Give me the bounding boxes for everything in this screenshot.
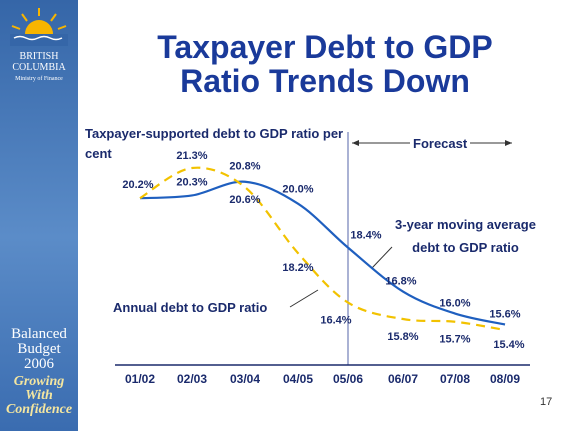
data-label: 20.6% — [229, 194, 260, 206]
x-tick-label: 06/07 — [388, 372, 418, 386]
forecast-label: Forecast — [410, 136, 471, 151]
data-label: 20.0% — [282, 184, 313, 196]
series-line — [139, 166, 506, 332]
data-label: 20.2% — [122, 179, 153, 191]
sidebar: BRITISH COLUMBIA Ministry of Finance Bala… — [0, 0, 78, 431]
data-label: 15.8% — [387, 331, 418, 343]
slogan-line: Growing — [13, 374, 65, 389]
slogan: Growing With Confidence — [0, 375, 78, 417]
data-label: 16.4% — [320, 314, 351, 326]
data-label: 16.8% — [385, 275, 416, 287]
data-label: 18.2% — [282, 262, 313, 274]
series-line — [139, 180, 506, 326]
x-tick-label: 04/05 — [283, 372, 313, 386]
page-number: 17 — [540, 396, 553, 408]
data-label: 16.0% — [439, 297, 470, 309]
budget: Balanced Budget 2006 — [0, 327, 78, 372]
y-axis-label: Taxpayer-supported debt to GDP ratio per… — [85, 126, 344, 161]
logo — [10, 8, 68, 48]
x-tick-label: 03/04 — [230, 372, 260, 386]
data-label: 15.7% — [439, 334, 470, 346]
data-label: 21.3% — [176, 150, 207, 162]
budget-line: Budget — [17, 341, 61, 357]
x-tick-label: 08/09 — [490, 372, 520, 386]
data-label: 15.6% — [489, 308, 520, 320]
x-tick-label: 05/06 — [333, 372, 363, 386]
series-label: Annual debt to GDP ratio — [113, 300, 268, 315]
data-label: 18.4% — [350, 230, 381, 242]
slogan-line: With — [25, 388, 53, 403]
chart-title: Taxpayer Debt to GDP Ratio Trends Down — [157, 29, 493, 99]
budget-line: Balanced — [11, 326, 67, 342]
province-line: COLUMBIA — [12, 62, 66, 73]
x-tick-label: 01/02 — [125, 372, 155, 386]
budget-year: 2006 — [24, 356, 54, 372]
slogan-line: Confidence — [5, 402, 73, 417]
province-line: BRITISH — [19, 51, 59, 62]
pointer — [289, 289, 319, 308]
data-label: 15.4% — [493, 339, 524, 351]
series-label: 3-year moving average debt to GDP ratio — [395, 217, 536, 255]
province: BRITISH COLUMBIA — [0, 51, 78, 73]
data-label: 20.3% — [176, 176, 207, 188]
x-tick-label: 02/03 — [177, 372, 207, 386]
x-tick-label: 07/08 — [440, 372, 470, 386]
pointer — [371, 246, 393, 269]
ministry: Ministry of Finance — [15, 76, 63, 82]
data-label: 20.8% — [229, 161, 260, 173]
